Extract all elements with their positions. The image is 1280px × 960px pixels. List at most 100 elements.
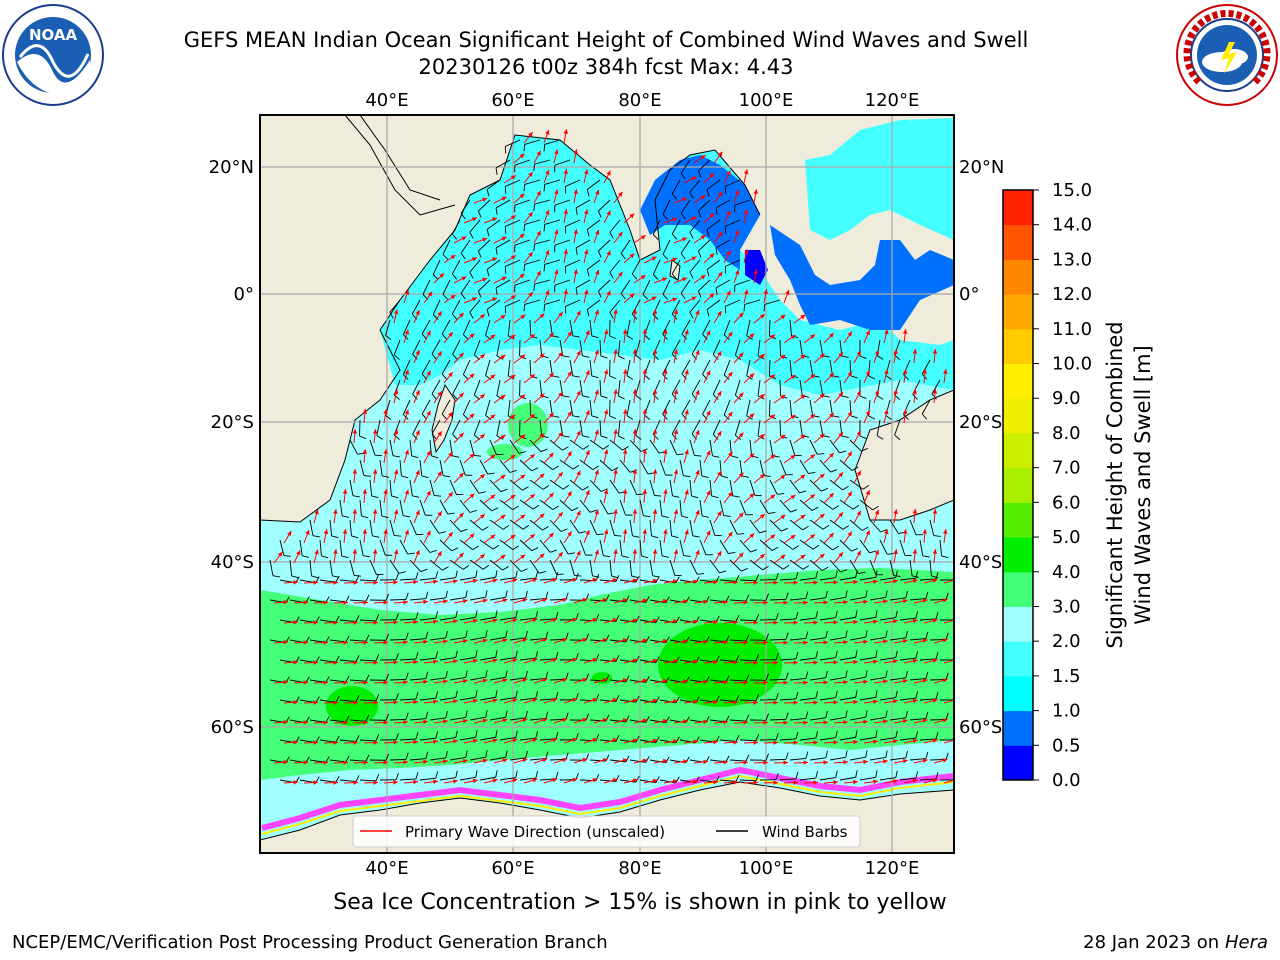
wave-arrow (483, 217, 498, 224)
wind-barb (679, 499, 689, 519)
wave-arrow (583, 529, 590, 544)
wind-barb (349, 559, 362, 577)
wave-arrow (283, 580, 299, 585)
wave-arrow (583, 777, 598, 784)
wind-barb (549, 559, 564, 575)
wind-barb (599, 655, 620, 662)
wave-arrow (403, 659, 418, 665)
wind-barb (589, 399, 599, 419)
wave-arrow (413, 549, 420, 564)
wind-barb (477, 279, 491, 298)
wind-barb (509, 630, 528, 641)
wave-arrow (703, 253, 715, 264)
wind-barb (429, 710, 448, 721)
wave-arrow (523, 131, 534, 144)
wind-barb (759, 572, 779, 581)
wind-barb (533, 199, 551, 212)
wave-arrow (743, 620, 759, 625)
wind-barb (419, 459, 429, 479)
wave-arrow (683, 329, 689, 344)
wind-barb (452, 419, 461, 440)
wind-barb (839, 539, 858, 552)
wave-arrow (643, 578, 658, 584)
wave-arrow (403, 739, 418, 745)
wave-arrow (293, 550, 301, 564)
wave-arrow (683, 739, 698, 744)
wave-arrow (833, 551, 844, 564)
wave-arrow (473, 237, 488, 244)
wind-barb (819, 379, 830, 398)
wave-arrow (793, 600, 809, 605)
wind-barb (549, 479, 570, 490)
wave-arrow (533, 393, 545, 404)
wind-barb (432, 259, 441, 280)
wind-barb (769, 712, 789, 721)
wave-arrow (643, 256, 657, 264)
wave-arrow (652, 549, 658, 564)
wind-barb (609, 299, 621, 319)
wind-barb (419, 691, 439, 701)
colorbar-tick-14: 12.0 (1052, 284, 1092, 305)
wind-barb (329, 519, 339, 539)
wave-arrow (553, 229, 559, 244)
wave-arrow (843, 371, 853, 384)
wave-arrow (573, 149, 578, 164)
wave-arrow (523, 373, 536, 384)
wave-arrow (873, 719, 888, 724)
wind-barb (649, 676, 670, 684)
wave-arrow (632, 309, 638, 324)
wave-arrow (783, 700, 799, 705)
wind-barb (589, 439, 610, 450)
wave-arrow (653, 598, 668, 604)
wave-arrow (773, 474, 786, 484)
wave-arrow (453, 718, 468, 724)
south-china-sea-cyan (805, 118, 954, 240)
wave-arrow (713, 151, 723, 164)
wind-barb (409, 591, 429, 601)
wind-barb (559, 539, 575, 555)
wind-barb (839, 770, 858, 781)
wind-barb (589, 634, 610, 642)
wave-arrow (383, 660, 399, 665)
wind-barb (309, 676, 330, 683)
wind-barb (819, 339, 830, 358)
wind-barb (598, 199, 611, 218)
wave-arrow (873, 389, 880, 404)
wind-barb (799, 731, 818, 741)
wind-barb (649, 716, 670, 724)
wind-barb (429, 750, 448, 761)
wave-arrow (613, 758, 628, 764)
wind-barb (459, 730, 478, 741)
wind-barb (589, 519, 604, 535)
wind-barb (451, 299, 461, 320)
wave-arrow (362, 529, 368, 544)
wind-barb (419, 499, 433, 516)
wind-barb (469, 670, 488, 681)
wave-arrow (363, 780, 379, 785)
wave-arrow (632, 349, 638, 364)
wave-arrow (423, 410, 431, 424)
wind-barb (499, 690, 518, 701)
wind-barb (609, 559, 619, 579)
wave-arrow (473, 393, 486, 404)
wind-barb (609, 219, 621, 239)
wave-arrow (563, 697, 578, 704)
wave-arrow (372, 549, 378, 564)
wave-arrow (553, 189, 559, 204)
wave-arrow (883, 329, 889, 344)
wave-arrow (473, 197, 488, 204)
wind-barb (543, 179, 561, 192)
wave-arrow (383, 700, 399, 705)
wind-barb (819, 459, 838, 473)
wave-arrow (873, 759, 888, 764)
wind-barb (479, 770, 498, 781)
wave-arrow (663, 779, 678, 784)
wave-arrow (523, 453, 536, 464)
wind-barb (839, 499, 860, 510)
wind-barb (617, 419, 625, 440)
wave-arrow (912, 389, 918, 404)
wave-arrow (683, 449, 689, 464)
wind-barb (759, 499, 776, 515)
wave-arrow (703, 173, 715, 184)
wave-arrow (853, 639, 868, 645)
